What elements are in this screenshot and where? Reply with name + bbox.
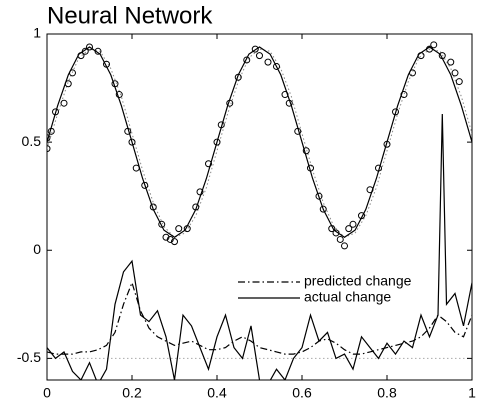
data-point (69, 69, 76, 77)
chart-title: Neural Network (47, 2, 213, 29)
data-point (64, 80, 72, 88)
data-point (47, 134, 51, 142)
data-point (264, 58, 272, 66)
series-line (47, 113, 472, 380)
data-point (81, 47, 89, 55)
data-point (52, 108, 59, 116)
data-point (251, 45, 259, 53)
series-line (47, 46, 472, 239)
data-point (383, 140, 391, 148)
data-point (128, 138, 136, 146)
y-tick-label: 1 (33, 25, 41, 41)
data-point (213, 138, 221, 146)
data-point (175, 225, 183, 233)
x-tick-label: 0 (43, 385, 51, 401)
data-point (430, 41, 438, 49)
y-tick-label: 0 (33, 241, 41, 257)
data-point (132, 164, 140, 172)
y-tick-label: -0.5 (17, 349, 41, 365)
x-tick-label: 0.8 (377, 385, 397, 401)
data-point (307, 164, 314, 172)
data-point (141, 181, 149, 189)
legend-label: predicted change (304, 273, 412, 289)
data-point (94, 47, 102, 55)
data-point (166, 235, 174, 243)
data-point (162, 233, 170, 241)
data-point (319, 205, 327, 213)
data-point (345, 225, 353, 233)
plot-frame (46, 33, 473, 381)
data-point (315, 192, 323, 200)
data-point (60, 99, 68, 107)
data-point (447, 58, 455, 66)
data-point (243, 56, 251, 64)
data-point (426, 45, 433, 53)
series-line (47, 280, 472, 355)
data-point (349, 220, 357, 228)
data-point (183, 225, 191, 233)
y-tick-label: 0.5 (22, 133, 42, 149)
data-point (226, 99, 234, 107)
data-point (273, 62, 280, 70)
data-point (149, 203, 157, 211)
data-point (86, 43, 93, 51)
data-point (124, 127, 132, 135)
data-point (451, 69, 459, 77)
data-point (256, 52, 263, 60)
data-point (332, 229, 340, 237)
data-point (294, 127, 302, 135)
data-point (192, 203, 200, 211)
data-point (285, 99, 293, 107)
data-point (103, 60, 110, 68)
data-point (234, 73, 242, 81)
data-point (171, 238, 178, 246)
data-point (302, 147, 310, 155)
x-tick-label: 0.4 (207, 385, 227, 401)
data-point (375, 164, 382, 172)
data-point (417, 52, 425, 60)
x-tick-label: 0.2 (122, 385, 142, 401)
data-point (77, 52, 85, 60)
data-point (328, 225, 336, 233)
data-point (400, 91, 408, 99)
series-line (47, 48, 472, 238)
x-tick-label: 0.6 (292, 385, 312, 401)
data-point (455, 78, 463, 86)
data-point (336, 235, 344, 243)
legend-label: actual change (304, 289, 391, 305)
data-point (341, 242, 348, 250)
data-point (47, 145, 51, 153)
data-point (47, 127, 55, 135)
data-point (205, 160, 212, 168)
data-point (217, 121, 225, 129)
data-point (366, 186, 374, 194)
x-tick-label: 1 (468, 385, 476, 401)
data-point (392, 108, 399, 116)
data-point (115, 91, 123, 99)
data-point (358, 212, 365, 220)
data-point (409, 69, 416, 77)
data-point (111, 80, 119, 88)
data-point (438, 52, 446, 60)
data-point (281, 91, 289, 99)
data-point (196, 188, 204, 196)
plot-area (47, 41, 472, 380)
data-point (158, 220, 166, 228)
